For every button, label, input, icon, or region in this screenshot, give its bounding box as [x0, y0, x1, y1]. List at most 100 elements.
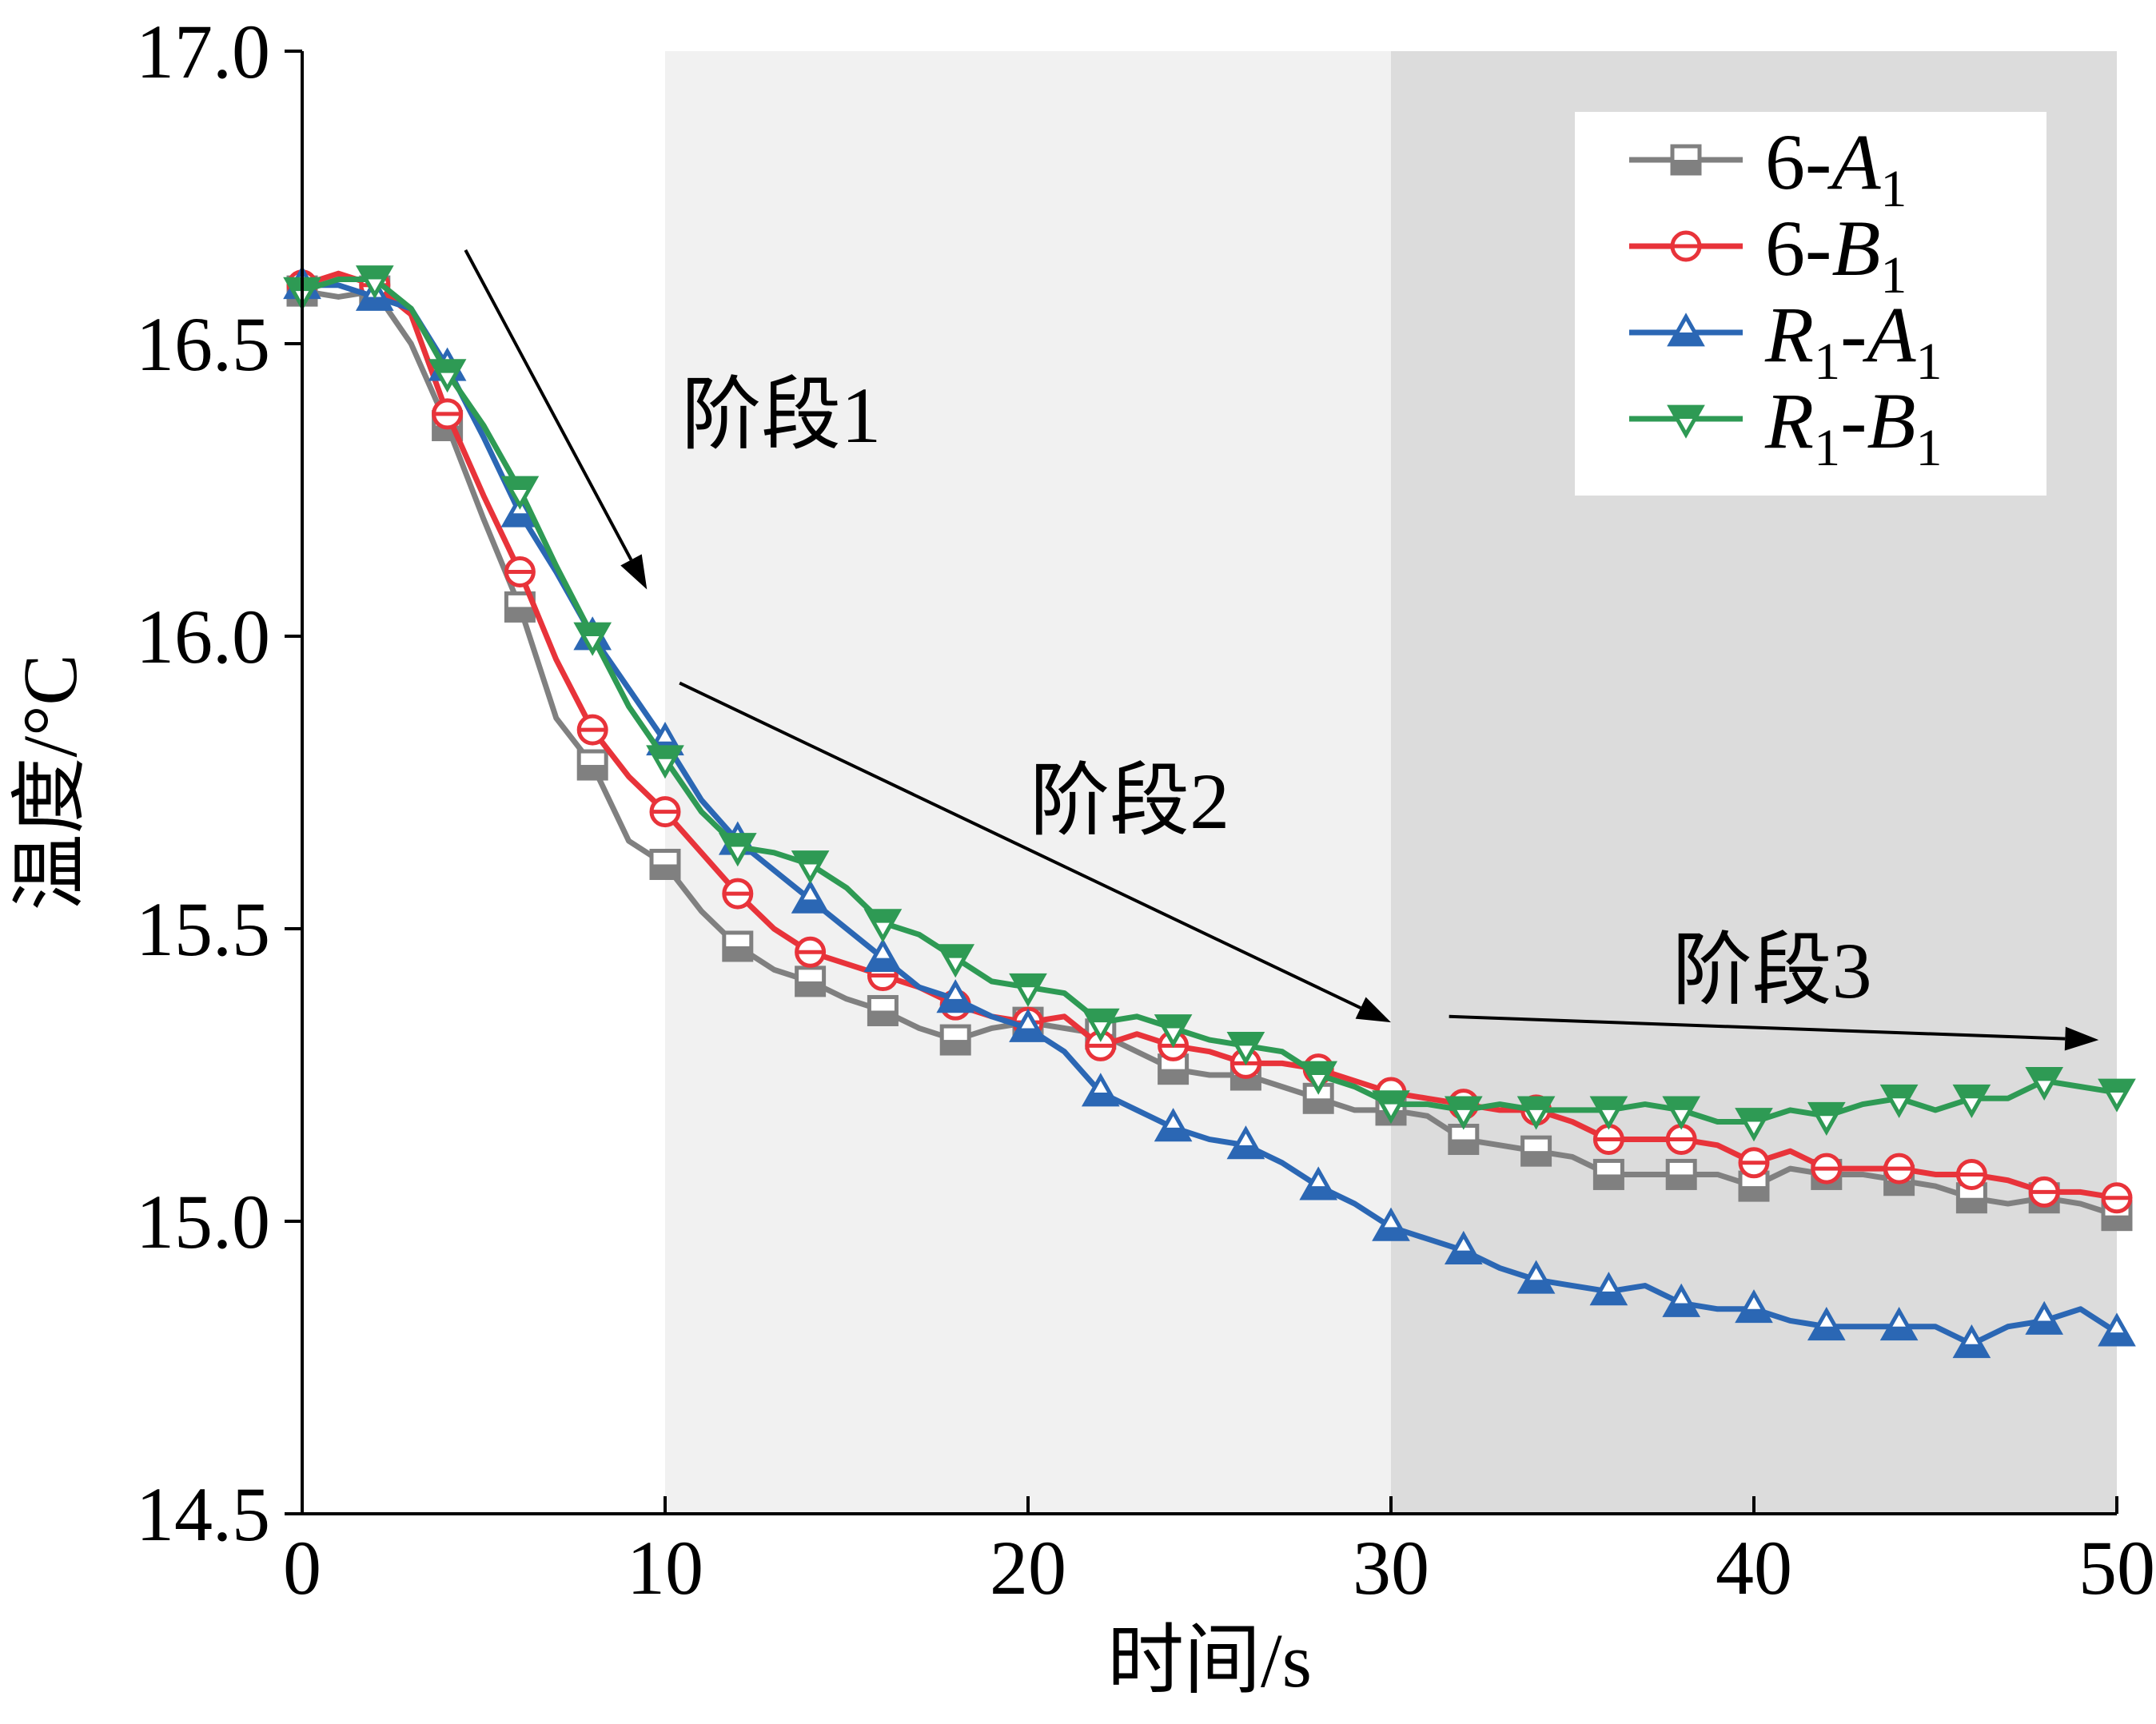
marker-fill: [1738, 1308, 1770, 1321]
marker-fill: [1668, 1174, 1696, 1188]
y-axis-title: 温度/°C: [7, 654, 93, 910]
legend-label-part: 1: [1880, 246, 1907, 305]
data-point-R1-B1: [355, 265, 394, 300]
stage-arrow-3: [1449, 1014, 2066, 1041]
marker-fill: [1229, 1033, 1261, 1046]
legend-label-part: R: [1764, 290, 1814, 379]
y-tick-label: 16.5: [136, 301, 270, 387]
legend-box: [1575, 112, 2046, 496]
data-point-6-A1: [795, 966, 827, 997]
legend-label-part: 1: [1814, 332, 1840, 391]
marker-fill: [723, 946, 751, 960]
x-tick-label: 40: [1716, 1525, 1792, 1611]
x-axis-title: 时间/s: [1107, 1618, 1312, 1703]
marker-fill: [1670, 407, 1702, 419]
data-point-R1-B1: [2098, 1078, 2136, 1113]
data-point-R1-A1: [1589, 1272, 1628, 1306]
marker-fill: [1448, 1250, 1480, 1263]
marker-fill: [1449, 1139, 1477, 1153]
data-point-R1-B1: [428, 359, 467, 393]
data-point-6-A1: [1665, 1158, 1697, 1190]
x-tick-label: 10: [627, 1525, 703, 1611]
data-point-R1-B1: [936, 944, 975, 978]
marker-fill: [359, 297, 391, 309]
marker-fill: [1955, 1344, 1987, 1356]
data-point-6-B1: [1811, 1153, 1843, 1185]
legend-label-part: A: [1862, 290, 1916, 379]
data-point-6-B1: [1085, 1029, 1117, 1061]
legend-label-part: 6-: [1765, 204, 1831, 293]
data-point-6-A1: [867, 994, 899, 1026]
data-point-R1-B1: [791, 850, 830, 885]
data-point-R1-A1: [1299, 1166, 1338, 1200]
legend-label-6-B1: 6-B1: [1765, 204, 1907, 305]
marker-fill: [1375, 1227, 1407, 1240]
marker-fill: [2101, 1081, 2133, 1093]
data-point-R1-B1: [646, 745, 684, 779]
axes: 0 10 20 30 40 50 14.5 15.0 15.5 16.0 16.5 17.0: [136, 9, 2155, 1611]
data-point-R1-A1: [1226, 1125, 1265, 1160]
stage-arrow-1: [464, 249, 633, 561]
data-point-R1-A1: [1807, 1307, 1846, 1341]
data-point-R1-A1: [1952, 1324, 1991, 1359]
legend-label-part: A: [1827, 117, 1881, 206]
marker-fill: [2028, 1069, 2060, 1081]
data-point-R1-B1: [2025, 1066, 2064, 1101]
marker-fill: [576, 624, 608, 636]
legend-label-part: -: [1840, 290, 1867, 379]
data-point-6-A1: [576, 749, 608, 781]
x-tick-label: 50: [2078, 1525, 2155, 1611]
marker-fill: [1520, 1098, 1552, 1110]
marker-fill: [869, 1010, 897, 1025]
stage-label-3: 阶段3: [1672, 926, 1872, 1015]
data-point-R1-A1: [1081, 1073, 1120, 1107]
marker-fill: [1305, 1098, 1333, 1113]
stage-arrowhead-1: [620, 554, 648, 590]
marker-fill: [1740, 1186, 1767, 1200]
marker-fill: [1670, 332, 1702, 344]
legend-label-part: 6-: [1765, 117, 1831, 206]
marker-fill: [1302, 1186, 1334, 1198]
marker-fill: [359, 267, 391, 280]
legend-marker-6-B1: [1670, 230, 1702, 262]
data-point-R1-B1: [1009, 973, 1047, 1007]
marker-fill: [1738, 1109, 1770, 1122]
marker-fill: [2028, 1320, 2060, 1333]
marker-fill: [1592, 1291, 1624, 1304]
data-point-R1-B1: [718, 833, 757, 867]
marker-fill: [939, 946, 971, 958]
marker-fill: [1232, 1075, 1260, 1089]
marker-fill: [2103, 1215, 2130, 1229]
legend-label-part: B: [1867, 376, 1915, 465]
marker-fill: [1085, 1010, 1117, 1023]
marker-fill: [1520, 1280, 1552, 1292]
data-point-6-A1: [1520, 1135, 1552, 1167]
marker-fill: [1672, 160, 1700, 173]
marker-fill: [1592, 1098, 1624, 1110]
x-tick-label: 0: [283, 1525, 321, 1611]
data-point-R1-B1: [863, 909, 903, 943]
legend-label-part: 1: [1880, 160, 1907, 218]
marker-fill: [1448, 1098, 1480, 1110]
legend-label-R1-B1: R1-B1: [1764, 376, 1943, 477]
data-point-R1-A1: [1372, 1207, 1410, 1241]
marker-fill: [1883, 1086, 1915, 1099]
marker-fill: [1158, 1016, 1190, 1029]
data-point-R1-A1: [1009, 1008, 1047, 1042]
data-point-R1-B1: [1879, 1084, 1919, 1118]
x-tick-label: 30: [1353, 1525, 1429, 1611]
data-point-R1-B1: [1662, 1096, 1701, 1130]
marker-fill: [432, 360, 464, 373]
data-point-R1-A1: [1154, 1108, 1193, 1142]
marker-fill: [1811, 1326, 1843, 1339]
data-point-R1-B1: [1372, 1090, 1410, 1125]
marker-fill: [867, 958, 899, 970]
data-point-R1-A1: [863, 938, 903, 972]
legend-label-part: R: [1764, 376, 1814, 465]
data-point-6-B1: [432, 398, 464, 430]
marker-fill: [1012, 1028, 1044, 1041]
marker-fill: [1302, 1063, 1334, 1075]
data-point-R1-B1: [1444, 1096, 1483, 1130]
data-point-R1-B1: [1081, 1008, 1120, 1042]
